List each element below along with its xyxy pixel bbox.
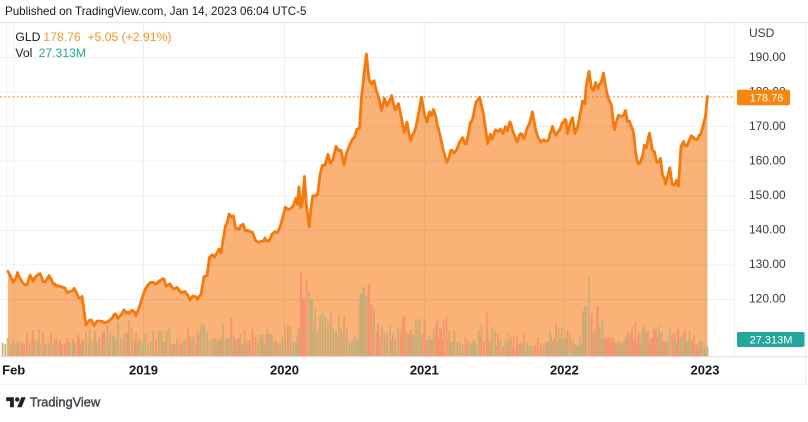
svg-text:190.00: 190.00 — [749, 50, 786, 64]
svg-text:27.313M: 27.313M — [39, 46, 86, 60]
svg-text:TradingView: TradingView — [30, 394, 101, 409]
svg-text:GLD: GLD — [15, 30, 40, 44]
svg-text:2021: 2021 — [410, 363, 439, 378]
svg-text:178.76 +5.05 (+2.91%): 178.76 +5.05 (+2.91%) — [43, 30, 171, 44]
svg-text:Feb: Feb — [2, 363, 25, 378]
svg-text:Published on TradingView.com,: Published on TradingView.com, Jan 14, 20… — [5, 5, 306, 18]
svg-text:2020: 2020 — [270, 363, 299, 378]
svg-text:27.313M: 27.313M — [750, 335, 793, 347]
svg-text:USD: USD — [749, 26, 775, 40]
svg-text:178.76: 178.76 — [750, 93, 784, 105]
svg-text:160.00: 160.00 — [749, 153, 786, 167]
svg-text:140.00: 140.00 — [749, 222, 786, 236]
svg-text:2023: 2023 — [691, 363, 720, 378]
svg-text:2022: 2022 — [550, 363, 579, 378]
svg-text:130.00: 130.00 — [749, 257, 786, 271]
svg-text:150.00: 150.00 — [749, 188, 786, 202]
svg-text:2019: 2019 — [129, 363, 158, 378]
svg-text:120.00: 120.00 — [749, 292, 786, 306]
svg-text:170.00: 170.00 — [749, 119, 786, 133]
svg-text:Vol: Vol — [15, 46, 32, 60]
